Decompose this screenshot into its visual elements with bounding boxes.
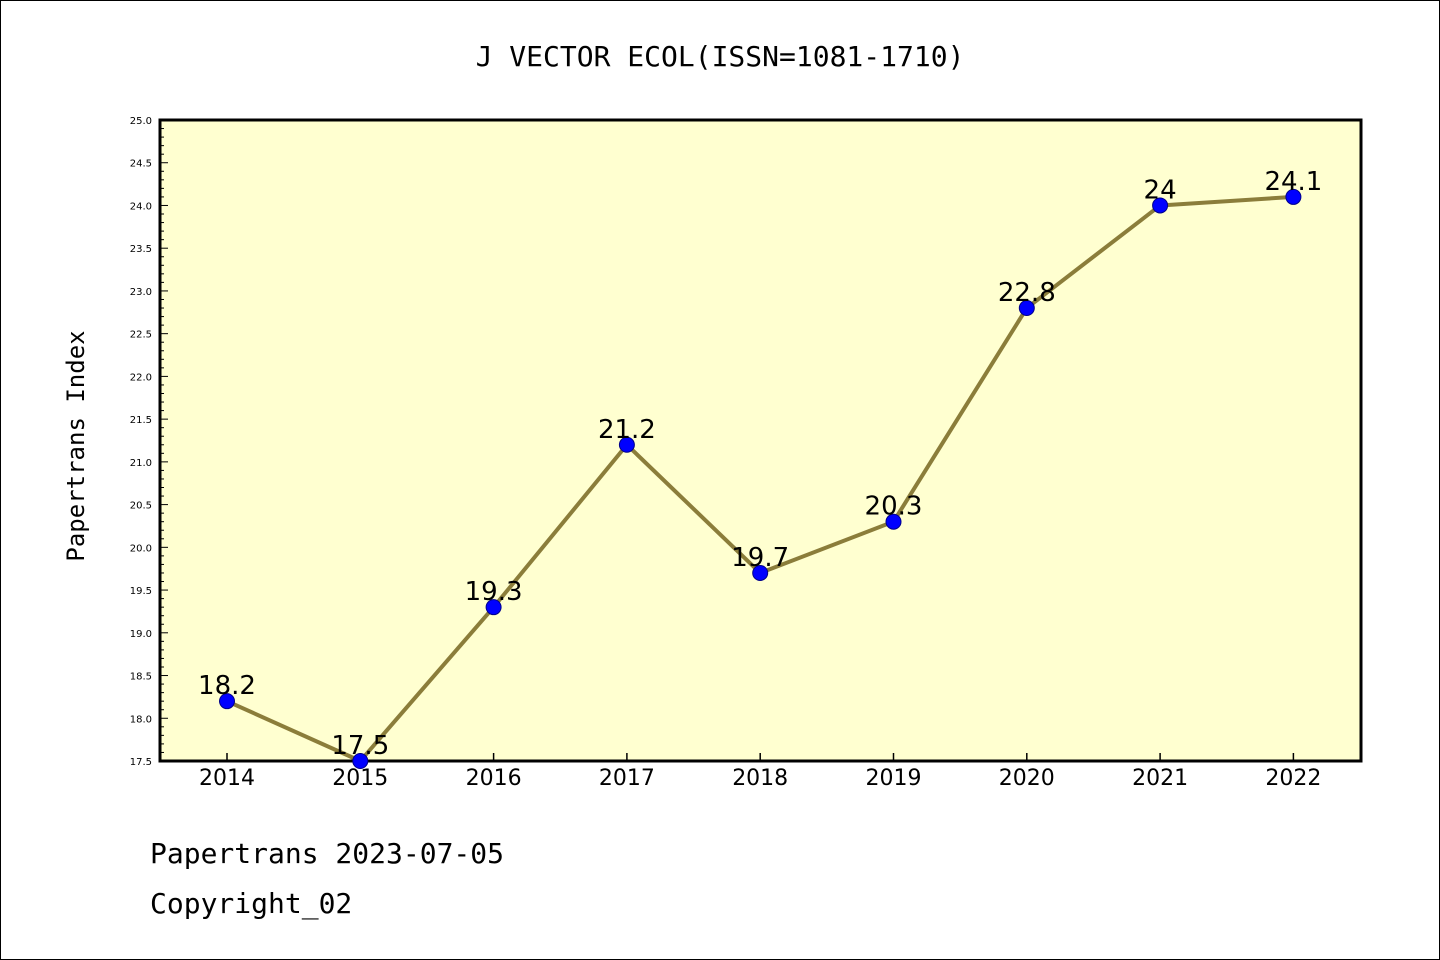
y-tick-label: 20.0: [130, 543, 152, 554]
data-point: [1152, 197, 1169, 214]
y-tick-label: 19.0: [130, 629, 152, 640]
data-label: 21.2: [598, 415, 656, 445]
y-tick-label: 23.5: [130, 244, 152, 255]
y-tick-label: 22.5: [130, 330, 152, 341]
x-tick-label: 2014: [199, 766, 255, 791]
y-tick-label: 21.5: [130, 415, 152, 426]
y-tick-label: 22.0: [130, 372, 152, 383]
data-point: [219, 693, 235, 710]
data-label-group: 18.2 17.5 19.3 21.2 19.7 20.3 22.8 24 24.1: [198, 167, 1322, 761]
data-point: [485, 599, 502, 616]
y-tick-label: 18.0: [130, 714, 152, 725]
x-tick-label: 2018: [732, 766, 788, 791]
data-point: [885, 513, 902, 530]
x-tick-label: 2022: [1265, 766, 1321, 791]
x-axis-ticks: 2014 2015 2016 2017 2018 2019 2020 2021 2022: [199, 753, 1321, 791]
y-tick-label: 18.5: [130, 672, 152, 683]
data-point: [1285, 188, 1302, 205]
x-tick-label: 2021: [1132, 766, 1188, 791]
y-axis-label: Papertrans Index: [62, 330, 90, 561]
x-tick-label: 2017: [599, 766, 655, 791]
chart-title: J VECTOR ECOL(ISSN=1081-1710): [476, 40, 965, 73]
data-point: [752, 564, 769, 581]
data-point: [352, 753, 369, 769]
data-label: 20.3: [865, 492, 923, 522]
data-label: 19.3: [465, 577, 523, 607]
x-tick-label: 2016: [466, 766, 522, 791]
y-tick-label: 25.0: [130, 116, 152, 127]
y-axis-ticks: 17.5 18.0 18.5 19.0 19.5 20.0 20.5 21.0 21.5 22.0…: [130, 116, 168, 768]
y-tick-label: 24.5: [130, 159, 152, 170]
y-tick-label: 23.0: [130, 287, 152, 298]
x-tick-label: 2020: [999, 766, 1055, 791]
data-label: 24: [1144, 175, 1177, 205]
y-tick-label: 17.5: [130, 757, 152, 768]
plot-area: [158, 118, 1363, 763]
y-tick-label: 24.0: [130, 201, 152, 212]
data-label: 24.1: [1264, 167, 1322, 197]
x-tick-label: 2015: [332, 766, 388, 791]
marker-group: [219, 188, 1302, 769]
data-label: 17.5: [331, 731, 389, 761]
data-point: [618, 436, 635, 453]
footer-date: Papertrans 2023-07-05: [150, 837, 504, 870]
footer-copyright: Copyright_02: [150, 887, 352, 921]
y-tick-label: 21.0: [130, 458, 152, 469]
data-label: 22.8: [998, 278, 1056, 308]
y-tick-label: 19.5: [130, 586, 152, 597]
data-point: [1018, 300, 1035, 317]
x-tick-label: 2019: [866, 766, 922, 791]
data-label: 18.2: [198, 671, 256, 701]
data-label: 19.7: [731, 543, 789, 573]
y-tick-label: 20.5: [130, 501, 152, 512]
